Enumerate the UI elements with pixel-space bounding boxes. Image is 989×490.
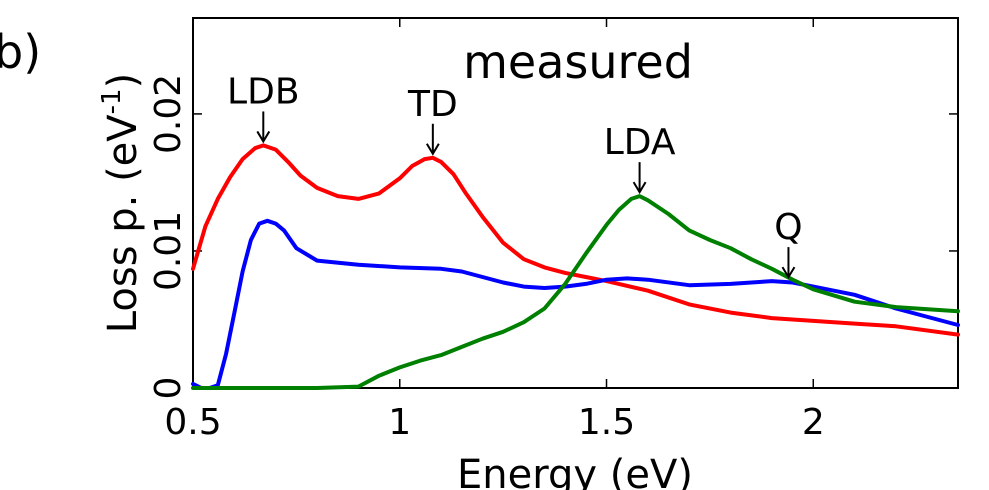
plot-frame — [192, 17, 959, 389]
y-tick-label: 0 — [148, 377, 189, 400]
annotation-arrow-head — [256, 130, 271, 144]
y-axis-title-main: Loss p. (eV — [100, 114, 146, 333]
y-axis-title: Loss p. (eV-1) — [97, 73, 146, 333]
chart-title: measured — [463, 35, 693, 89]
x-axis-title: Energy (eV) — [457, 452, 693, 490]
x-tick-label: 1.5 — [578, 402, 635, 443]
panel-label: b) — [0, 25, 41, 79]
x-tick-label: 2 — [802, 402, 825, 443]
peak-annotations: LDB TD LDA Q — [227, 71, 803, 280]
annotation-label-td: TD — [407, 84, 458, 125]
annotation-arrow-head — [632, 181, 647, 195]
annotation-arrow-head — [781, 266, 796, 280]
x-tick-label: 0.5 — [164, 402, 221, 443]
series-line-1 — [191, 143, 960, 337]
annotation-label-lda: LDA — [604, 122, 676, 163]
annotation-label-ldb: LDB — [227, 71, 299, 112]
annotation-label-q: Q — [774, 207, 802, 248]
series-lines — [191, 143, 960, 390]
axis-ticks: 0.5 1 1.5 2 0 0.01 0.02 — [148, 18, 958, 443]
series-line-3 — [191, 194, 960, 390]
y-axis-title-close: ) — [100, 73, 146, 89]
y-tick-label: 0.01 — [148, 211, 189, 291]
y-tick-label: 0.02 — [148, 74, 189, 154]
y-axis-title-superscript: -1 — [97, 88, 127, 114]
x-tick-label: 1 — [388, 402, 411, 443]
annotation-arrow-head — [425, 143, 440, 156]
series-line-2 — [191, 218, 960, 390]
